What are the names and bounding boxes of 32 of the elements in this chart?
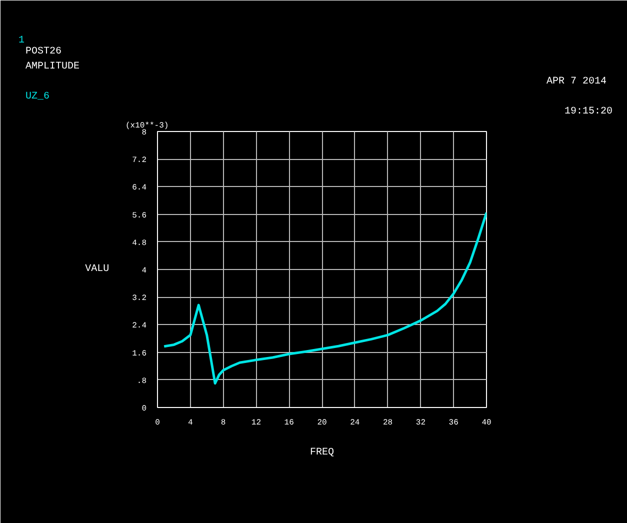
text: UZ_6 [26,92,50,102]
y-tick-label: .8 [136,376,147,386]
y-tick-label: 6.4 [132,184,147,193]
y-tick-label: 7.2 [132,156,147,166]
x-tick-label: 28 [383,418,393,428]
y-tick-label: 4.8 [132,238,147,248]
y-tick-label: 4 [142,266,147,276]
text: AMPLITUDE [26,62,80,72]
x-axis-title: FREQ [310,448,334,458]
x-tick-label: 12 [251,418,262,428]
x-tick-label: 0 [155,418,160,428]
x-tick-label: 24 [350,418,360,428]
y-tick-label: 0 [142,404,147,414]
x-tick-label: 8 [220,418,226,428]
x-tick-label: 16 [284,418,294,428]
y-axis-title: VALU [85,264,110,275]
text: POST26 [26,46,62,58]
x-tick-label: 40 [482,418,492,428]
x-tick-label: 20 [317,418,327,428]
text: 19:15:20 [564,106,613,118]
text: APR 7 2014 [546,76,607,88]
y-tick-label: 2.4 [132,322,147,331]
y-tick-label: 1.6 [132,349,147,358]
y-tick-label: 5.6 [132,211,147,220]
y-tick-label: 8 [142,128,147,138]
text: 1 [18,36,25,46]
x-tick-label: 32 [416,418,426,428]
text: (x10**-3) [126,122,169,130]
x-tick-label: 4 [188,418,193,428]
y-tick-label: 3.2 [132,294,147,304]
line-series [162,211,486,385]
x-tick-label: 36 [448,418,459,428]
